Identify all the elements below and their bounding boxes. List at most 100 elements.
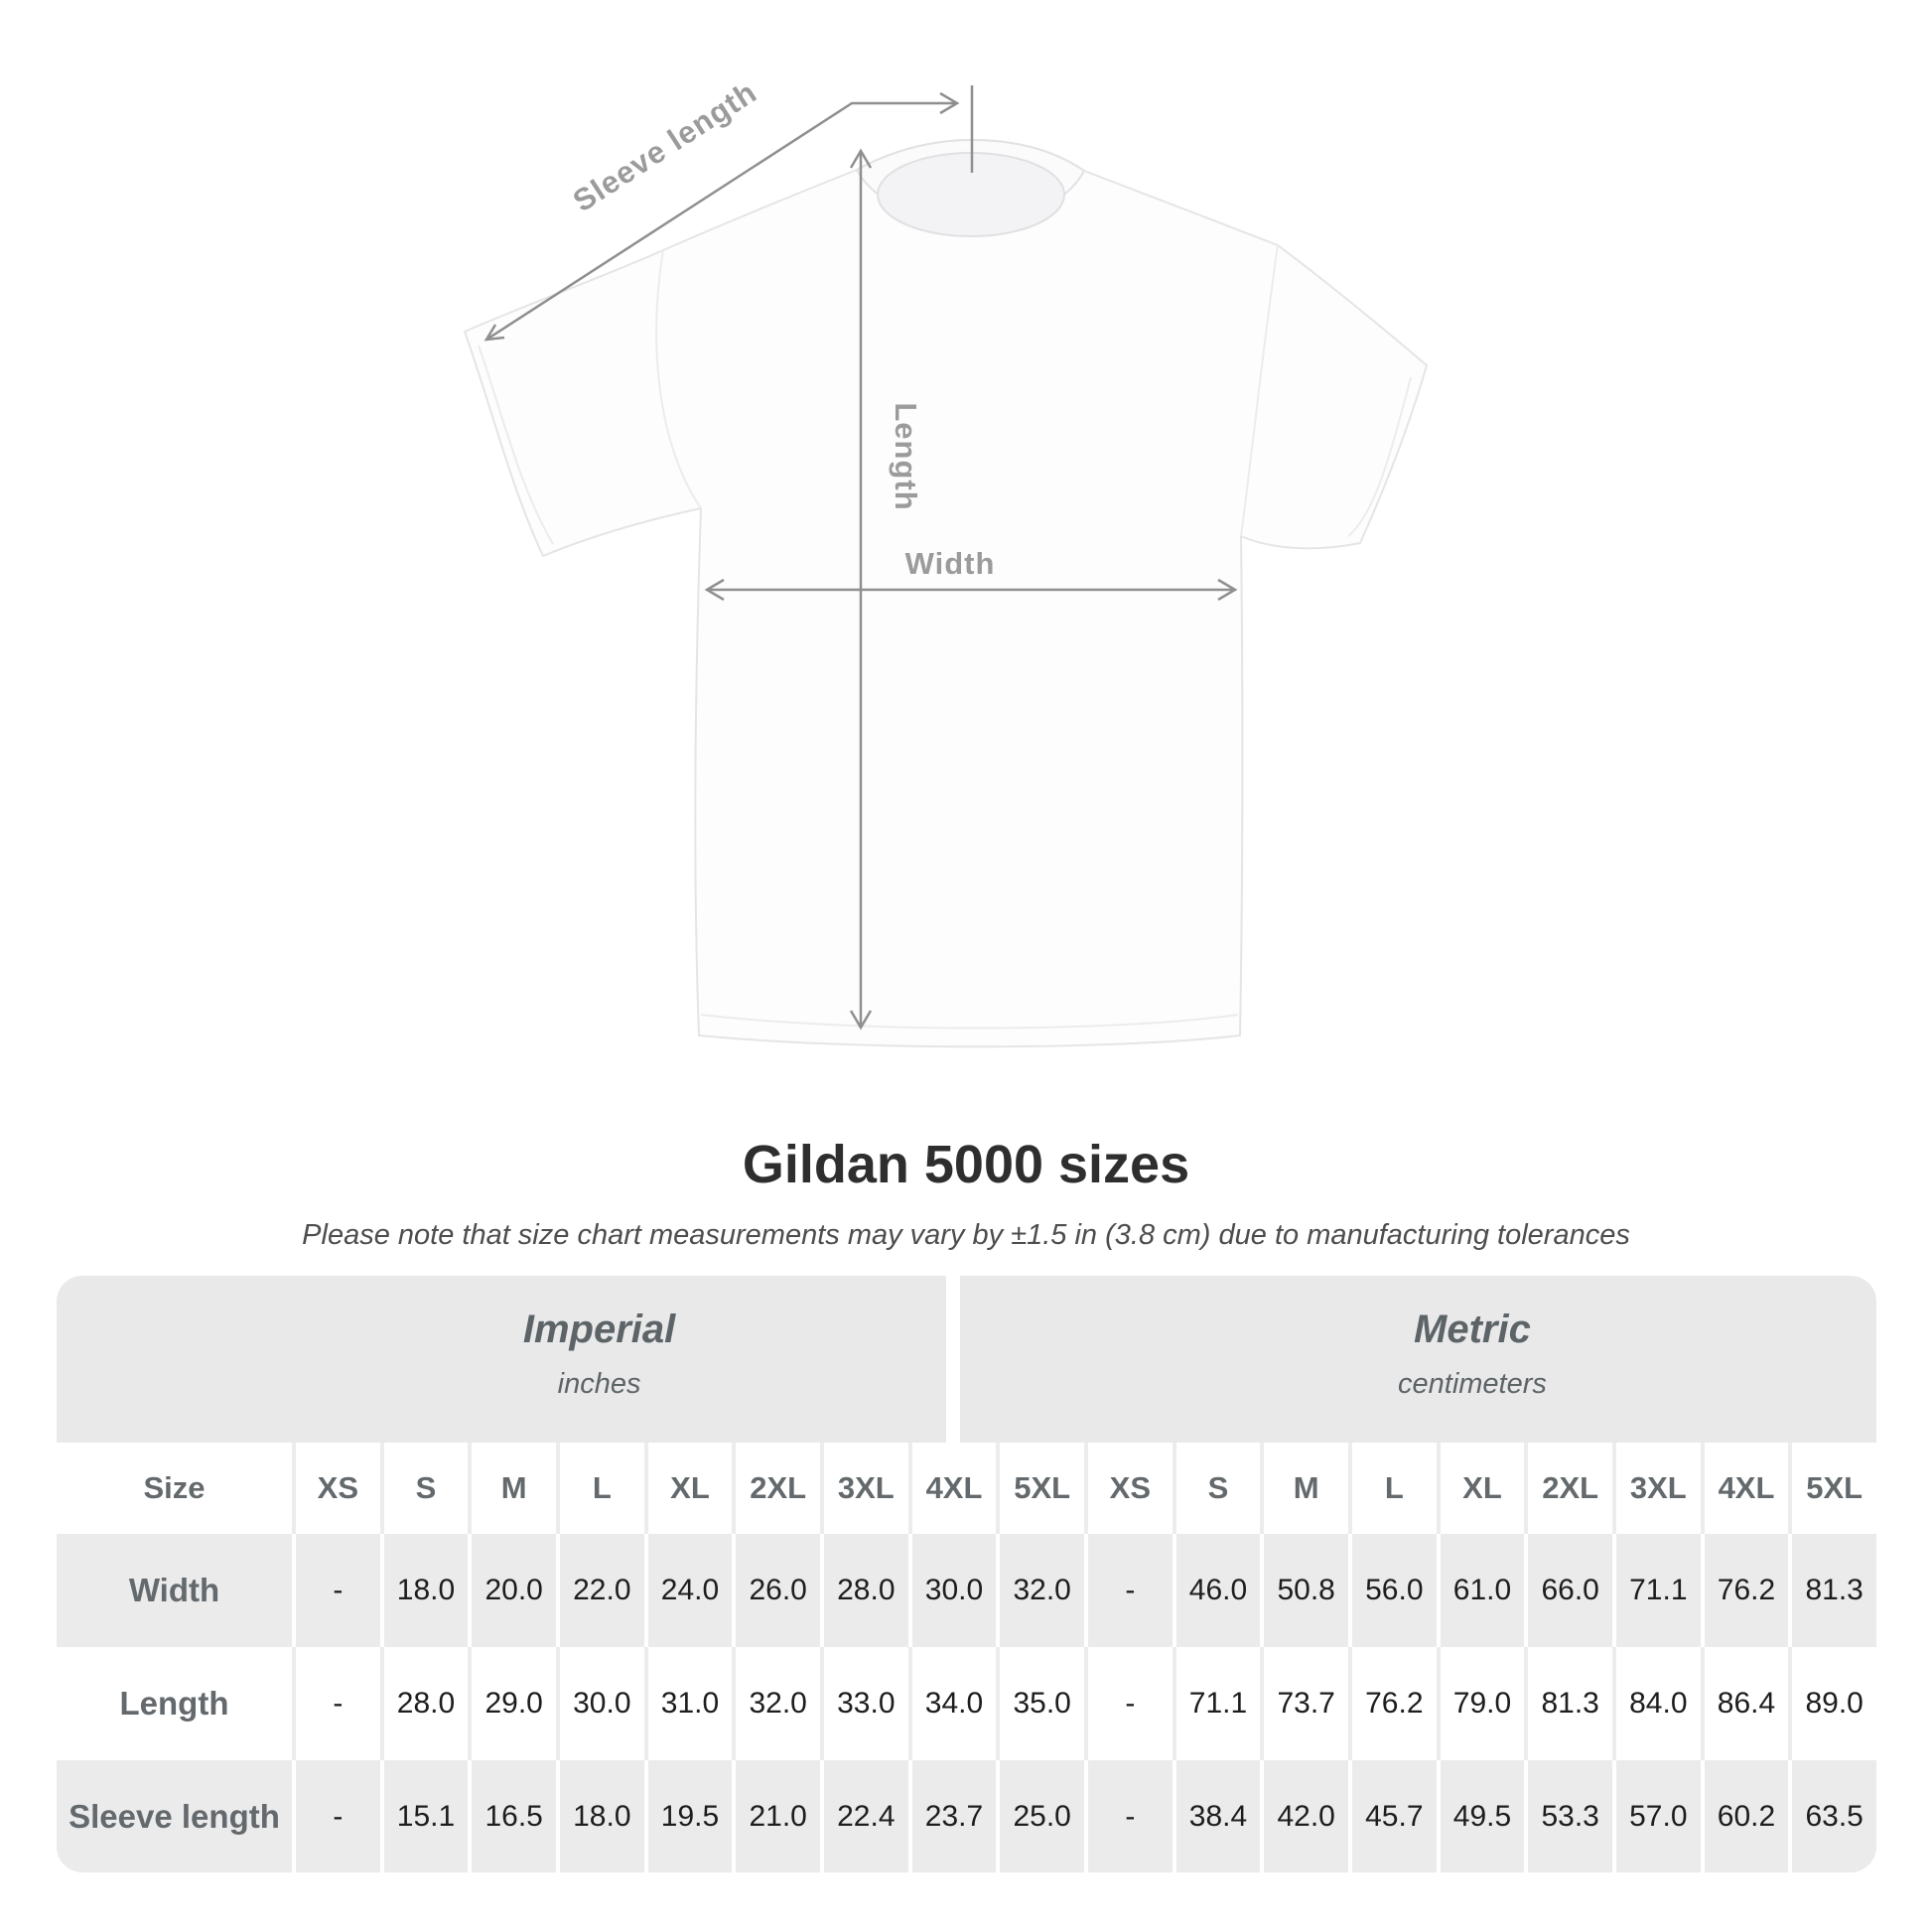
table-cell: 25.0 [996, 1760, 1084, 1872]
column-header-imperial-2xl: 2XL [732, 1443, 820, 1534]
table-cell: 50.8 [1260, 1534, 1348, 1647]
size-header-row: Size XS S M L XL 2XL 3XL 4XL 5XL XS S M L XL 2XL 3XL 4XL… [57, 1443, 1876, 1534]
group-header-metric: Metric centimeters [960, 1276, 1876, 1443]
column-header-metric-xs: XS [1083, 1443, 1173, 1534]
column-header-metric-xl: XL [1436, 1443, 1525, 1534]
column-header-metric-5xl: 5XL [1788, 1443, 1876, 1534]
column-header-metric-l: L [1347, 1443, 1437, 1534]
column-header-metric-s: S [1172, 1443, 1261, 1534]
table-cell: 34.0 [907, 1647, 997, 1760]
row-label-sleeve-length: Sleeve length [69, 1797, 280, 1835]
table-cell: 60.2 [1700, 1760, 1789, 1872]
table-cell: 71.1 [1172, 1647, 1261, 1760]
table-cell: 61.0 [1436, 1534, 1525, 1647]
table-cell: 49.5 [1436, 1760, 1525, 1872]
table-cell: 76.2 [1700, 1534, 1789, 1647]
column-header-imperial-l: L [555, 1443, 644, 1534]
column-header-imperial-m: M [468, 1443, 556, 1534]
table-cell: 29.0 [468, 1647, 556, 1760]
metric-label: Metric [1414, 1308, 1531, 1351]
column-header-metric-4xl: 4XL [1700, 1443, 1789, 1534]
table-cell: 20.0 [468, 1534, 556, 1647]
column-header-imperial-xs: XS [292, 1443, 380, 1534]
table-cell: 32.0 [996, 1534, 1084, 1647]
width-dimension: Width [704, 546, 1238, 602]
width-label: Width [905, 546, 996, 581]
table-cell: 16.5 [468, 1760, 556, 1872]
column-header-metric-m: M [1260, 1443, 1348, 1534]
length-arrow-top [849, 148, 873, 169]
width-arrow-left [704, 578, 725, 602]
length-label: Length [889, 402, 923, 510]
table-cell: 21.0 [732, 1760, 820, 1872]
sleeve-length-line [485, 101, 957, 342]
metric-unit-label: centimeters [1398, 1368, 1547, 1400]
table-cell: - [292, 1760, 380, 1872]
sleeve-length-arrow-start [939, 91, 960, 115]
table-cell: 57.0 [1611, 1760, 1701, 1872]
table-cell: 86.4 [1700, 1647, 1789, 1760]
imperial-unit-label: inches [557, 1368, 641, 1400]
table-cell: 28.0 [819, 1534, 908, 1647]
table-cell: 89.0 [1788, 1647, 1876, 1760]
table-cell: - [1083, 1534, 1173, 1647]
table-cell: 46.0 [1172, 1534, 1261, 1647]
table-cell: 26.0 [732, 1534, 820, 1647]
width-arrow-right [1217, 578, 1238, 602]
table-cell: 81.3 [1524, 1647, 1612, 1760]
table-cell: 30.0 [555, 1647, 644, 1760]
table-cell: 24.0 [643, 1534, 733, 1647]
group-header-imperial: Imperial inches [57, 1276, 946, 1443]
tshirt-diagram: Sleeve length Length Width [463, 74, 1429, 1048]
column-header-imperial-5xl: 5XL [996, 1443, 1084, 1534]
table-cell: 71.1 [1611, 1534, 1701, 1647]
table-cell: 53.3 [1524, 1760, 1612, 1872]
table-cell: - [292, 1534, 380, 1647]
table-cell: 22.4 [819, 1760, 908, 1872]
sleeve-length-label: Sleeve length [567, 74, 763, 218]
tshirt-graphic [463, 138, 1429, 1048]
table-cell: 45.7 [1347, 1760, 1437, 1872]
row-label-width: Width [128, 1572, 220, 1608]
table-cell: 15.1 [379, 1760, 469, 1872]
table-cell: - [1083, 1647, 1173, 1760]
column-header-imperial-xl: XL [643, 1443, 733, 1534]
unit-group-header-row: Imperial inches Metric centimeters [57, 1276, 1876, 1443]
table-cell: 84.0 [1611, 1647, 1701, 1760]
table-cell: 19.5 [643, 1760, 733, 1872]
table-cell: 28.0 [379, 1647, 469, 1760]
table-cell: 73.7 [1260, 1647, 1348, 1760]
length-arrow-bottom [849, 1010, 873, 1031]
page-title: Gildan 5000 sizes [742, 1135, 1190, 1194]
table-cell: 32.0 [732, 1647, 820, 1760]
table-row-length: Length -28.0 29.0 30.0 31.0 32.0 33.0 34.0 35.0… [57, 1647, 1876, 1760]
table-cell: 31.0 [643, 1647, 733, 1760]
imperial-label: Imperial [522, 1308, 676, 1351]
row-label-length: Length [119, 1685, 229, 1722]
table-cell: 33.0 [819, 1647, 908, 1760]
table-cell: 63.5 [1788, 1760, 1876, 1872]
table-row-width: Width -18.0 20.0 22.0 24.0 26.0 28.0 30.0 32.0-… [57, 1534, 1876, 1647]
table-row-sleeve-length: Sleeve length -15.1 16.5 18.0 19.5 21.0 22.4 2… [57, 1760, 1876, 1872]
table-cell: 18.0 [555, 1760, 644, 1872]
table-cell: 35.0 [996, 1647, 1084, 1760]
column-header-metric-3xl: 3XL [1611, 1443, 1701, 1534]
column-header-metric-2xl: 2XL [1524, 1443, 1612, 1534]
table-cell: 23.7 [907, 1760, 997, 1872]
table-cell: - [292, 1647, 380, 1760]
table-cell: 56.0 [1347, 1534, 1437, 1647]
table-cell: 22.0 [555, 1534, 644, 1647]
sleeve-length-arrow-end [483, 324, 505, 342]
column-header-imperial-4xl: 4XL [907, 1443, 997, 1534]
table-cell: 76.2 [1347, 1647, 1437, 1760]
column-header-imperial-s: S [379, 1443, 469, 1534]
table-cell: 30.0 [907, 1534, 997, 1647]
table-cell: 38.4 [1172, 1760, 1261, 1872]
page-subtitle: Please note that size chart measurements… [302, 1219, 1630, 1251]
table-cell: 79.0 [1436, 1647, 1525, 1760]
table-cell: 81.3 [1788, 1534, 1876, 1647]
table-cell: 66.0 [1524, 1534, 1612, 1647]
table-cell: 42.0 [1260, 1760, 1348, 1872]
table-cell: 18.0 [379, 1534, 469, 1647]
